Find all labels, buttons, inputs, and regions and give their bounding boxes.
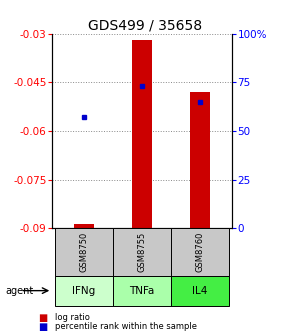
Text: GDS499 / 35658: GDS499 / 35658	[88, 18, 202, 33]
Text: GSM8755: GSM8755	[137, 232, 147, 272]
Bar	[74, 224, 94, 228]
Bar	[171, 228, 229, 276]
Text: ■: ■	[38, 322, 47, 332]
Text: GSM8760: GSM8760	[195, 232, 205, 272]
Text: log ratio: log ratio	[55, 313, 90, 322]
Bar	[190, 92, 210, 228]
Text: IFNg: IFNg	[72, 286, 96, 296]
Text: IL4: IL4	[192, 286, 208, 296]
Bar	[171, 276, 229, 306]
Text: ■: ■	[38, 312, 47, 323]
Text: GSM8750: GSM8750	[79, 232, 89, 272]
Bar	[113, 276, 171, 306]
Text: agent: agent	[6, 286, 34, 296]
Bar	[113, 228, 171, 276]
Bar	[132, 40, 152, 228]
Text: TNFa: TNFa	[129, 286, 155, 296]
Bar	[55, 276, 113, 306]
Bar	[55, 228, 113, 276]
Text: percentile rank within the sample: percentile rank within the sample	[55, 322, 197, 331]
